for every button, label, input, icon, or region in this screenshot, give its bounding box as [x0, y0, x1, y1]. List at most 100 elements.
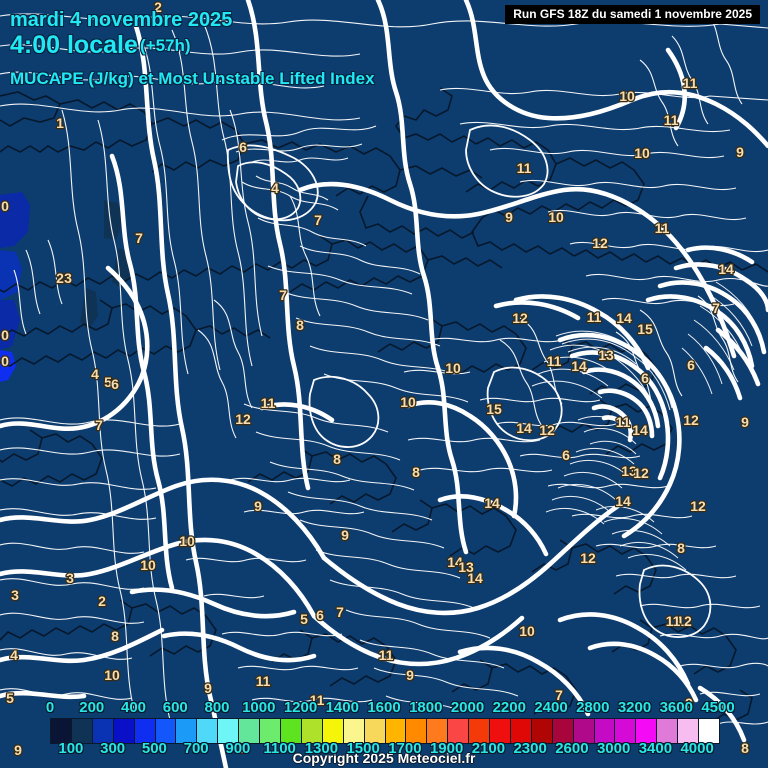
- contour-label: 11: [547, 353, 562, 369]
- colorbar-tick-label: 4000: [680, 740, 714, 757]
- colorbar-swatch[interactable]: [490, 719, 511, 743]
- colorbar-tick-label: 2100: [471, 740, 506, 757]
- colorbar-swatch[interactable]: [239, 719, 261, 743]
- colorbar-swatch[interactable]: [92, 719, 114, 743]
- colorbar-tick-label: 2400: [534, 699, 568, 716]
- colorbar-tick-label: 1400: [325, 699, 359, 716]
- colorbar-swatch[interactable]: [113, 719, 135, 743]
- contour-label: 4: [271, 180, 279, 196]
- contour-label: 12: [235, 411, 251, 427]
- colorbar-tick-label: 400: [120, 699, 147, 716]
- colorbar-swatch[interactable]: [176, 719, 198, 743]
- colorbar-swatch[interactable]: [573, 719, 595, 743]
- contour-label: 1: [56, 115, 64, 131]
- contour-label: 12: [539, 422, 555, 438]
- contour-label: 8: [296, 317, 304, 333]
- contour-label: 12: [690, 498, 706, 514]
- colorbar-swatch[interactable]: [657, 719, 679, 743]
- colorbar-tick-label: 200: [79, 699, 105, 716]
- colorbar-swatch[interactable]: [51, 719, 72, 743]
- colorbar-swatch[interactable]: [71, 719, 93, 743]
- contour-label: 0: [1, 353, 9, 369]
- colorbar-swatch[interactable]: [322, 719, 344, 743]
- forecast-date-label: mardi 4 novembre 2025: [10, 9, 233, 31]
- colorbar-swatch[interactable]: [134, 719, 156, 743]
- colorbar-swatch[interactable]: [699, 719, 719, 743]
- colorbar-swatch[interactable]: [531, 719, 553, 743]
- contour-label: 10: [634, 145, 650, 161]
- contour-label: 9: [736, 144, 744, 160]
- colorbar-tick-label: 4500: [701, 699, 735, 716]
- colorbar-tick-label: 2300: [513, 740, 547, 757]
- contour-label: 11: [655, 220, 670, 236]
- contour-label: 9: [741, 414, 749, 430]
- contour-label: 14: [484, 495, 500, 511]
- contour-label: 12: [512, 310, 528, 326]
- colorbar-tick-label: 2600: [555, 740, 589, 757]
- contour-label: 7: [336, 604, 344, 620]
- colorbar-swatch[interactable]: [301, 719, 323, 743]
- colorbar-swatch[interactable]: [343, 719, 365, 743]
- colorbar-tick-label: 1600: [367, 699, 401, 716]
- contour-label: 14: [516, 420, 532, 436]
- contour-label: 11: [517, 160, 532, 176]
- colorbar-tick-label: 1700: [388, 740, 422, 757]
- parameter-title-label: MUCAPE (J/kg) et Most Unstable Lifted In…: [10, 69, 375, 88]
- contour-label: 5: [6, 690, 14, 706]
- colorbar-swatch[interactable]: [155, 719, 177, 743]
- contour-label: 13: [598, 347, 614, 363]
- colorbar-swatch[interactable]: [385, 719, 407, 743]
- contour-label: 14: [718, 261, 734, 277]
- colorbar-tick-label: 300: [100, 740, 126, 757]
- contour-label: 10: [548, 209, 564, 225]
- colorbar-tick-label: 1300: [304, 740, 339, 757]
- contour-label: 6: [687, 357, 695, 373]
- colorbar-swatch[interactable]: [260, 719, 281, 743]
- colorbar-swatch[interactable]: [364, 719, 386, 743]
- colorbar-swatch[interactable]: [552, 719, 574, 743]
- colorbar-swatch[interactable]: [280, 719, 302, 743]
- colorbar-swatch[interactable]: [406, 719, 428, 743]
- colorbar-swatch[interactable]: [615, 719, 637, 743]
- contour-label: 15: [637, 321, 653, 337]
- contour-label: 9: [254, 498, 262, 514]
- copyright-label: Copyright 2025 Meteociel.fr: [292, 750, 476, 766]
- contour-label: 6: [316, 607, 324, 623]
- contour-label: 3: [11, 587, 19, 603]
- contour-label: 9: [685, 695, 693, 711]
- colorbar-tick-label: 1100: [263, 740, 296, 757]
- colorbar-swatch[interactable]: [218, 719, 240, 743]
- colorbar-swatch[interactable]: [448, 719, 470, 743]
- contour-label: 10: [140, 557, 156, 573]
- colorbar-swatch[interactable]: [678, 719, 700, 743]
- contour-label: 11: [379, 647, 394, 663]
- colorbar-swatch[interactable]: [427, 719, 449, 743]
- colorbar-swatch[interactable]: [197, 719, 219, 743]
- contour-label: 11: [666, 613, 681, 629]
- mucape-colorbar[interactable]: [50, 718, 720, 744]
- contour-label: 2: [56, 270, 64, 286]
- contour-label: 9: [14, 742, 22, 758]
- colorbar-tick-label: 100: [58, 740, 84, 757]
- contour-label: 3: [64, 270, 72, 286]
- contour-label: 11: [587, 309, 602, 325]
- contour-label: 13: [621, 463, 637, 479]
- contour-label: 3: [66, 570, 74, 586]
- contour-label: 10: [179, 533, 195, 549]
- contour-lines-thin: [0, 13, 768, 735]
- contour-label: 8: [677, 540, 685, 556]
- colorbar-tick-label: 1000: [242, 699, 276, 716]
- contour-label: 14: [467, 570, 483, 586]
- colorbar-swatch[interactable]: [469, 719, 491, 743]
- forecast-leadtime-label: (+57h): [140, 36, 191, 55]
- contour-label: 11: [664, 112, 679, 128]
- contour-label: 13: [458, 559, 474, 575]
- contour-label: 8: [741, 740, 749, 756]
- contour-label: 14: [615, 493, 631, 509]
- contour-label: 14: [447, 554, 463, 570]
- colorbar-swatch[interactable]: [594, 719, 616, 743]
- contour-label: 10: [619, 88, 635, 104]
- colorbar-swatch[interactable]: [636, 719, 658, 743]
- colorbar-swatch[interactable]: [510, 719, 532, 743]
